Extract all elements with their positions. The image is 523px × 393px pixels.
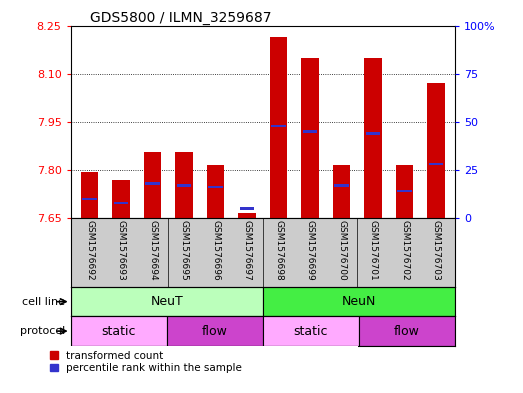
- Bar: [207, 165, 224, 218]
- Text: GSM1576699: GSM1576699: [305, 220, 314, 281]
- Bar: [333, 165, 350, 218]
- Text: GSM1576695: GSM1576695: [179, 220, 188, 281]
- Bar: [71, 316, 167, 346]
- Bar: [263, 316, 359, 346]
- Bar: [366, 132, 380, 134]
- Text: NeuT: NeuT: [150, 295, 183, 308]
- Bar: [112, 180, 130, 218]
- Bar: [208, 186, 223, 188]
- Text: GSM1576696: GSM1576696: [211, 220, 220, 281]
- Bar: [144, 152, 161, 218]
- Bar: [175, 152, 192, 218]
- Text: GSM1576693: GSM1576693: [117, 220, 126, 281]
- Text: flow: flow: [394, 325, 420, 338]
- Text: flow: flow: [202, 325, 228, 338]
- Text: GDS5800 / ILMN_3259687: GDS5800 / ILMN_3259687: [90, 11, 271, 24]
- Text: static: static: [293, 325, 328, 338]
- Bar: [263, 287, 455, 316]
- Bar: [397, 190, 412, 192]
- Bar: [427, 83, 445, 218]
- Bar: [271, 125, 286, 127]
- Text: GSM1576702: GSM1576702: [400, 220, 409, 281]
- Legend: transformed count, percentile rank within the sample: transformed count, percentile rank withi…: [50, 351, 242, 373]
- Bar: [301, 58, 319, 218]
- Bar: [177, 184, 191, 187]
- Bar: [240, 208, 254, 209]
- Bar: [167, 316, 263, 346]
- Bar: [334, 184, 349, 187]
- Text: protocol: protocol: [20, 326, 65, 336]
- Text: GSM1576694: GSM1576694: [148, 220, 157, 281]
- Text: GSM1576692: GSM1576692: [85, 220, 94, 281]
- Text: GSM1576700: GSM1576700: [337, 220, 346, 281]
- Bar: [81, 172, 98, 218]
- Bar: [365, 58, 382, 218]
- Bar: [303, 130, 317, 132]
- Text: GSM1576701: GSM1576701: [369, 220, 378, 281]
- Bar: [82, 198, 97, 200]
- Text: GSM1576703: GSM1576703: [431, 220, 440, 281]
- Text: static: static: [101, 325, 136, 338]
- Bar: [113, 202, 128, 204]
- Text: GSM1576697: GSM1576697: [243, 220, 252, 281]
- Bar: [238, 213, 256, 218]
- Text: GSM1576698: GSM1576698: [274, 220, 283, 281]
- Bar: [71, 287, 263, 316]
- Bar: [396, 165, 413, 218]
- Text: NeuN: NeuN: [342, 295, 376, 308]
- Bar: [270, 37, 287, 218]
- Text: cell line: cell line: [22, 297, 65, 307]
- Bar: [359, 316, 455, 346]
- Bar: [429, 163, 444, 165]
- Bar: [145, 182, 160, 185]
